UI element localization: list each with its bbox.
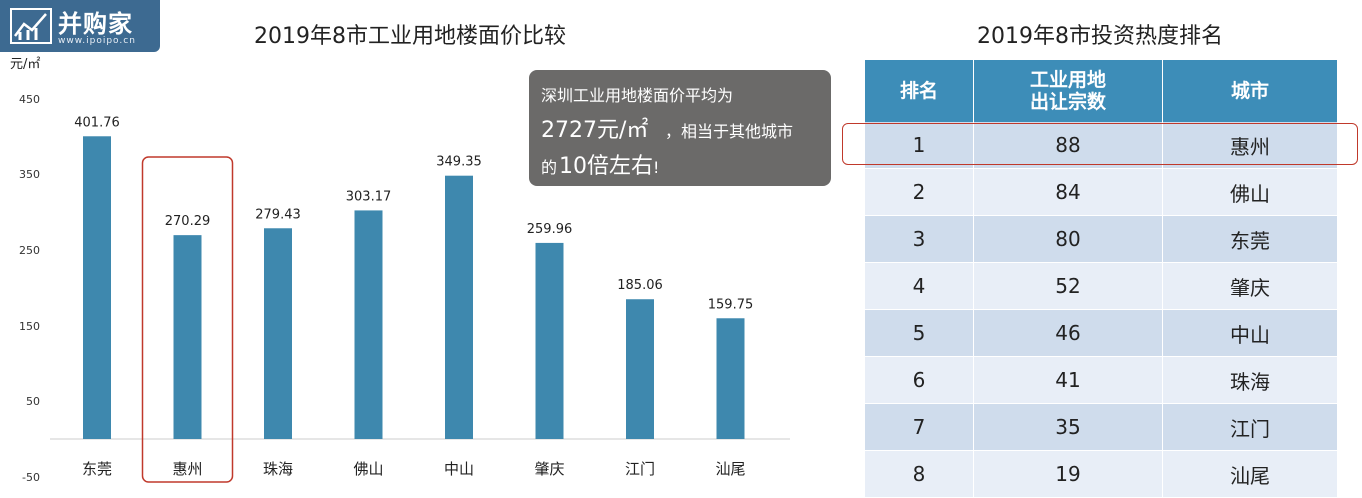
header-rank-label: 排名: [899, 80, 938, 102]
y-tick-label: 50: [26, 395, 40, 408]
bar-value-label: 270.29: [165, 214, 211, 229]
table-cell: 7: [865, 403, 974, 451]
bar: [173, 235, 202, 439]
chart-logo-icon: [10, 8, 52, 44]
table-cell: 惠州: [1162, 122, 1337, 169]
table-cell: 3: [865, 215, 974, 263]
table-cell: 江门: [1162, 403, 1337, 451]
table-cell: 中山: [1162, 309, 1337, 357]
y-tick-label: -50: [22, 471, 40, 484]
y-tick-label: 350: [19, 168, 40, 181]
table-cell: 8: [865, 450, 974, 498]
logo: 并购家 www.ipoipo.cn: [0, 0, 160, 52]
bar-value-label: 159.75: [708, 297, 754, 312]
bar-chart: 401.76 东莞 270.29 惠州 279.43 珠海 303.17 佛山 349.35 中山…: [50, 115, 790, 483]
header-count-label: 工业用地 出让宗数: [1029, 69, 1106, 113]
bar-value-label: 185.06: [617, 278, 663, 293]
table-cell: 珠海: [1162, 356, 1337, 404]
table-cell: 5: [865, 309, 974, 357]
bar: [445, 175, 473, 440]
table-cell: 汕尾: [1162, 450, 1337, 498]
x-tick-label: 汕尾: [715, 460, 745, 478]
table-cell: 4: [865, 262, 974, 310]
bar: [83, 136, 111, 439]
table-cell: 35: [973, 403, 1163, 451]
callout-multiple-value: 10倍左右: [559, 154, 653, 179]
callout-line3-suffix: !: [653, 158, 660, 177]
table-row: 7 35 江门: [865, 403, 1337, 451]
table-cell: 19: [973, 450, 1163, 498]
x-tick-label: 肇庆: [534, 460, 564, 478]
bar: [535, 242, 564, 439]
x-tick-label: 惠州: [172, 460, 202, 478]
header-count: 工业用地 出让宗数: [973, 60, 1163, 122]
x-tick-label: 珠海: [263, 460, 293, 478]
table-row: 5 46 中山: [865, 309, 1337, 357]
table-cell: 46: [973, 309, 1163, 357]
callout-line2: ，相当于其他城市: [665, 122, 794, 141]
x-tick-label: 佛山: [353, 460, 383, 478]
bar: [354, 210, 383, 439]
table-row: 6 41 珠海: [865, 356, 1337, 404]
table-cell: 1: [865, 122, 974, 169]
x-tick-label: 中山: [444, 460, 474, 478]
header-city: 城市: [1162, 60, 1337, 122]
x-tick-label: 江门: [625, 460, 655, 478]
ranking-table: 排名 工业用地 出让宗数 城市 1 88 惠州 2 84 佛山 3 80 东莞 4 52 肇庆 …: [865, 60, 1337, 498]
bar-value-label: 349.35: [436, 155, 482, 170]
table-cell: 52: [973, 262, 1163, 310]
callout-price: 2727元/㎡: [541, 118, 649, 143]
table-title: 2019年8市投资热度排名: [977, 24, 1223, 49]
table-cell: 84: [973, 168, 1163, 216]
table-row: 3 80 东莞: [865, 215, 1337, 263]
y-tick-label: 150: [19, 320, 40, 333]
bar: [626, 299, 654, 439]
highlight-box: [141, 156, 234, 483]
table-cell: 东莞: [1162, 215, 1337, 263]
bar-value-label: 259.96: [527, 222, 573, 237]
bar: [716, 318, 745, 439]
y-unit-label: 元/㎡: [10, 57, 41, 72]
bar-value-label: 303.17: [346, 189, 392, 204]
table-cell: 6: [865, 356, 974, 404]
table-row: 8 19 汕尾: [865, 450, 1337, 498]
header-city-label: 城市: [1230, 80, 1269, 102]
x-tick-label: 东莞: [82, 460, 112, 478]
table-row: 2 84 佛山: [865, 168, 1337, 216]
table-header-row: 排名 工业用地 出让宗数 城市: [865, 60, 1337, 122]
chart-title: 2019年8市工业用地楼面价比较: [254, 24, 566, 49]
bar-value-label: 401.76: [74, 115, 120, 130]
callout-line3-prefix: 的: [541, 158, 558, 177]
table-cell: 2: [865, 168, 974, 216]
table-cell: 佛山: [1162, 168, 1337, 216]
table-row: 4 52 肇庆: [865, 262, 1337, 310]
table-row: 1 88 惠州: [865, 122, 1337, 169]
table-cell: 肇庆: [1162, 262, 1337, 310]
table-cell: 88: [973, 122, 1163, 169]
callout-multiple: 10倍左右!: [559, 148, 659, 180]
logo-site: www.ipoipo.cn: [58, 36, 136, 46]
bar: [264, 228, 292, 439]
y-tick-label: 250: [19, 244, 40, 257]
logo-name: 并购家: [58, 10, 133, 38]
callout-line1: 深圳工业用地楼面价平均为: [541, 86, 734, 105]
table-cell: 41: [973, 356, 1163, 404]
table-highlight-box: [842, 123, 1358, 165]
y-tick-label: 450: [19, 93, 40, 106]
callout-box: 深圳工业用地楼面价平均为 2727元/㎡ ，相当于其他城市 的 10倍左右!: [529, 70, 831, 186]
bar-value-label: 279.43: [255, 207, 301, 222]
header-rank: 排名: [865, 60, 974, 122]
table-cell: 80: [973, 215, 1163, 263]
